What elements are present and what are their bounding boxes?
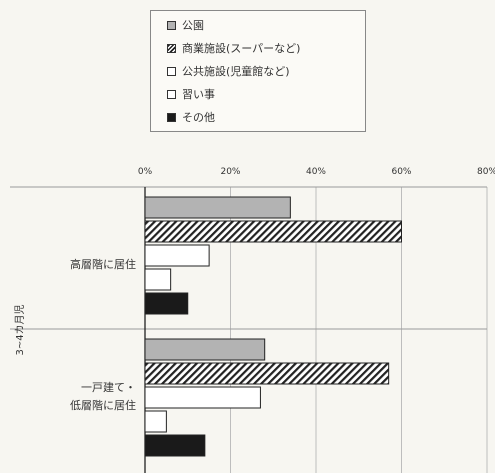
group-label: 3~4カ月児 bbox=[14, 304, 26, 355]
bar bbox=[144, 292, 189, 315]
x-tick-label: 0% bbox=[138, 167, 153, 177]
legend-label-park: 公園 bbox=[182, 19, 204, 32]
bar bbox=[144, 362, 390, 385]
legend-item-public: 公共施設(児童館など) bbox=[167, 63, 290, 79]
legend-swatch-public bbox=[167, 66, 176, 76]
bars-layer bbox=[144, 196, 402, 457]
legend-swatch-commercial bbox=[167, 43, 176, 53]
bar bbox=[144, 244, 210, 267]
bar bbox=[144, 196, 291, 219]
bar bbox=[144, 434, 206, 457]
x-tick-label: 20% bbox=[220, 167, 240, 177]
category-label: 一戸建て・ bbox=[81, 380, 136, 394]
bar bbox=[144, 220, 402, 243]
x-tick-label: 60% bbox=[391, 167, 411, 177]
legend-swatch-park bbox=[167, 20, 176, 30]
legend-item-lessons: 習い事 bbox=[167, 86, 215, 102]
legend-swatch-other bbox=[167, 112, 176, 122]
legend-label-lessons: 習い事 bbox=[182, 88, 215, 101]
legend-item-park: 公園 bbox=[167, 17, 204, 33]
legend-swatch-lessons bbox=[167, 89, 176, 99]
bar bbox=[144, 268, 172, 291]
legend-item-other: その他 bbox=[167, 109, 215, 125]
category-label: 高層階に居住 bbox=[70, 257, 136, 271]
x-tick-label: 40% bbox=[306, 167, 326, 177]
bar bbox=[144, 386, 261, 409]
x-tick-label: 80% bbox=[477, 167, 495, 177]
bar bbox=[144, 410, 167, 433]
bar bbox=[144, 338, 266, 361]
legend-label-public: 公共施設(児童館など) bbox=[182, 65, 290, 78]
legend-item-commercial: 商業施設(スーパーなど) bbox=[167, 40, 300, 56]
legend-label-commercial: 商業施設(スーパーなど) bbox=[182, 42, 301, 55]
category-label: 低層階に居住 bbox=[70, 398, 136, 412]
chart-legend: 公園 商業施設(スーパーなど) 公共施設(児童館など) 習い事 その他 bbox=[150, 10, 366, 132]
legend-label-other: その他 bbox=[182, 111, 215, 124]
